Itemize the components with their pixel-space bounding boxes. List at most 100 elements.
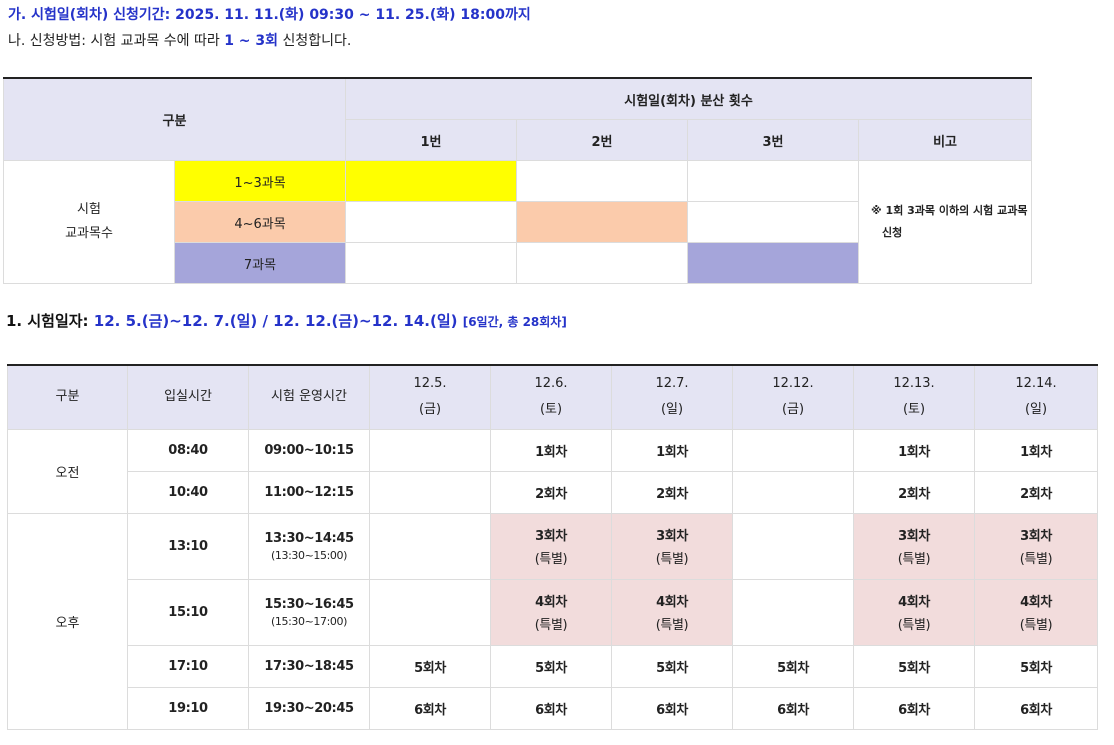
session-cell: 6회차	[611, 686, 733, 730]
cell-4-6-once	[345, 201, 518, 243]
cell-4-6-twice	[516, 201, 689, 243]
cell-4-6-thrice	[687, 201, 860, 243]
special-session-cell: 4회차 (특별)	[974, 578, 1098, 646]
session-cell: 2회차	[853, 470, 975, 514]
entry-time: 19:10	[127, 686, 249, 730]
table1-col-2: 2번	[516, 119, 689, 161]
schedule-day-header: 12.6. (토)	[490, 364, 612, 430]
subjects-7: 7과목	[173, 242, 347, 284]
exam-dates-label: 1. 시험일자:	[6, 312, 94, 330]
session-label: 4회차	[898, 595, 930, 610]
special-session-cell: 3회차 (특별)	[611, 512, 733, 580]
day-date: 12.7.	[655, 376, 689, 392]
cell-1-3-thrice	[687, 160, 860, 202]
schedule-table: 구분 입실시간 시험 운영시간 12.5. (금) 12.6. (토) 12.7. (…	[7, 364, 1098, 730]
schedule-day-header: 12.5. (금)	[369, 364, 491, 430]
cell-1-3-twice	[516, 160, 689, 202]
cell-7-thrice	[687, 242, 860, 284]
entry-time: 17:10	[127, 644, 249, 688]
table1-group-header: 구분	[2, 77, 347, 161]
schedule-day-header: 12.7. (일)	[611, 364, 733, 430]
schedule-day-header: 12.14. (일)	[974, 364, 1098, 430]
session-cell: 6회차	[853, 686, 975, 730]
day-date: 12.13.	[893, 376, 935, 392]
session-cell: 6회차	[732, 686, 854, 730]
apply-method-prefix: 나. 신청방법: 시험 교과목 수에 따라	[8, 33, 225, 49]
session-cell	[732, 428, 854, 472]
session-cell: 1회차	[490, 428, 612, 472]
session-cell: 5회차	[974, 644, 1098, 688]
schedule-group-header: 구분	[7, 364, 128, 430]
session-cell: 1회차	[974, 428, 1098, 472]
entry-time: 08:40	[127, 428, 249, 472]
session-cell: 5회차	[611, 644, 733, 688]
session-label: 3회차	[535, 529, 567, 544]
special-session-cell: 3회차 (특별)	[974, 512, 1098, 580]
exam-dates-heading: 1. 시험일자: 12. 5.(금)~12. 7.(일) / 12. 12.(금…	[6, 310, 567, 331]
operation-time: 11:00~12:15	[248, 470, 370, 514]
session-label: 3회차	[1020, 529, 1052, 544]
apply-method-highlight: 1 ~ 3회	[224, 33, 279, 49]
special-label: (특별)	[1019, 618, 1053, 633]
operation-time: 15:30~16:45 (15:30~17:00)	[248, 578, 370, 646]
entry-time: 10:40	[127, 470, 249, 514]
row-label-line1: 시험	[77, 202, 101, 217]
row-label-line2: 교과목수	[65, 226, 113, 241]
schedule-operation-header: 시험 운영시간	[248, 364, 370, 430]
operation-time-main: 15:30~16:45	[264, 596, 354, 612]
session-cell	[369, 470, 491, 514]
exam-dates-summary: [6일간, 총 28회차]	[462, 315, 567, 329]
special-label: (특별)	[655, 618, 689, 633]
schedule-day-header: 12.13. (토)	[853, 364, 975, 430]
session-cell: 6회차	[490, 686, 612, 730]
entry-time: 13:10	[127, 512, 249, 580]
special-label: (특별)	[897, 618, 931, 633]
exam-dates-range: 12. 5.(금)~12. 7.(일) / 12. 12.(금)~12. 14.…	[93, 312, 463, 330]
session-label: 3회차	[898, 529, 930, 544]
special-session-cell: 3회차 (특별)	[853, 512, 975, 580]
session-cell: 5회차	[490, 644, 612, 688]
entry-time: 15:10	[127, 578, 249, 646]
operation-time-main: 13:30~14:45	[264, 530, 354, 546]
day-date: 12.14.	[1015, 376, 1057, 392]
special-label: (특별)	[534, 618, 568, 633]
special-label: (특별)	[1019, 552, 1053, 567]
table1-col-note: 비고	[858, 119, 1033, 161]
subjects-4-6: 4~6과목	[173, 201, 347, 243]
cell-7-once	[345, 242, 518, 284]
session-cell: 2회차	[490, 470, 612, 514]
session-cell	[732, 470, 854, 514]
session-cell	[732, 512, 854, 580]
distribution-table: 구분 시험일(회차) 분산 횟수 1번 2번 3번 비고 시험 교과목수 1~3…	[2, 77, 1033, 284]
day-weekday: (일)	[660, 402, 684, 418]
table1-note: ※ 1회 3과목 이하의 시험 교과목 신청	[858, 160, 1033, 284]
session-label: 4회차	[535, 595, 567, 610]
cell-7-twice	[516, 242, 689, 284]
note-line2: 신청	[882, 226, 903, 239]
operation-time: 09:00~10:15	[248, 428, 370, 472]
table1-col-1: 1번	[345, 119, 518, 161]
session-label: 4회차	[656, 595, 688, 610]
session-cell: 2회차	[611, 470, 733, 514]
subjects-1-3: 1~3과목	[173, 160, 347, 202]
session-cell: 6회차	[974, 686, 1098, 730]
session-cell: 6회차	[369, 686, 491, 730]
day-weekday: (토)	[539, 402, 563, 418]
operation-time: 19:30~20:45	[248, 686, 370, 730]
schedule-day-header: 12.12. (금)	[732, 364, 854, 430]
session-cell: 1회차	[853, 428, 975, 472]
day-date: 12.5.	[413, 376, 447, 392]
note-line1: ※ 1회 3과목 이하의 시험 교과목	[871, 204, 1028, 217]
special-session-cell: 4회차 (특별)	[853, 578, 975, 646]
schedule-entry-header: 입실시간	[127, 364, 249, 430]
table1-row-label: 시험 교과목수	[3, 160, 175, 284]
session-cell: 5회차	[853, 644, 975, 688]
am-label: 오전	[7, 428, 128, 514]
session-label: 4회차	[1020, 595, 1052, 610]
pm-label: 오후	[7, 512, 128, 730]
session-cell: 5회차	[369, 644, 491, 688]
session-label: 3회차	[656, 529, 688, 544]
session-cell: 5회차	[732, 644, 854, 688]
apply-method-suffix: 신청합니다.	[278, 33, 352, 49]
cell-1-3-once	[345, 160, 518, 202]
